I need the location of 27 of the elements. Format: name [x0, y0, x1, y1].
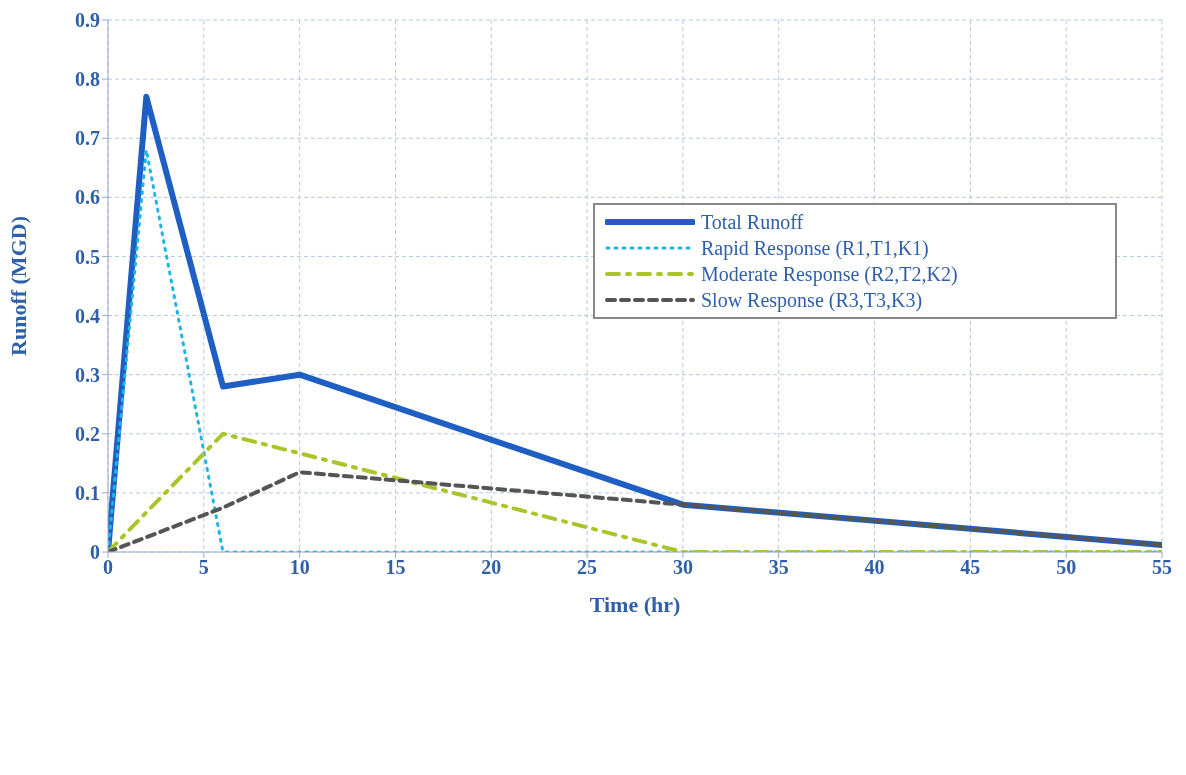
x-axis-title: Time (hr): [589, 592, 681, 617]
legend-label: Total Runoff: [701, 210, 804, 234]
x-tick-label: 30: [672, 556, 693, 579]
y-tick-label: 0.7: [75, 127, 100, 150]
y-tick-label: 0.1: [75, 481, 100, 504]
y-tick-label: 0.3: [75, 363, 100, 386]
x-tick-label: 25: [577, 556, 598, 579]
x-tick-label: 35: [768, 556, 789, 579]
y-tick-label: 0.5: [75, 245, 100, 268]
y-tick-label: 0.4: [75, 304, 100, 327]
y-tick-label: 0.6: [75, 186, 100, 209]
x-tick-label: 10: [289, 556, 310, 579]
legend-label: Moderate Response (R2,T2,K2): [701, 262, 958, 286]
y-axis-title: Runoff (MGD): [5, 216, 31, 356]
x-tick-label: 55: [1152, 556, 1172, 579]
x-tick-label: 40: [864, 556, 885, 579]
y-tick-label: 0.9: [75, 9, 100, 32]
legend-label: Rapid Response (R1,T1,K1): [701, 236, 929, 260]
x-tick-label: 15: [385, 556, 406, 579]
x-tick-label: 20: [481, 556, 502, 579]
y-tick-label: 0.8: [75, 68, 100, 91]
x-tick-label: 5: [198, 556, 209, 579]
legend-label: Slow Response (R3,T3,K3): [701, 288, 923, 312]
y-tick-label: 0.2: [75, 422, 100, 445]
y-tick-label: 0: [90, 541, 100, 564]
x-tick-label: 45: [960, 556, 981, 579]
x-tick-label: 50: [1056, 556, 1077, 579]
